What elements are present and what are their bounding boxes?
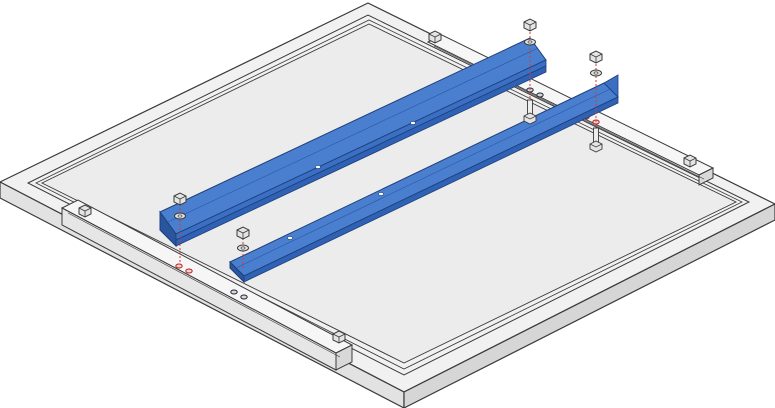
rail-left: [159, 37, 547, 248]
rail-right: [229, 74, 619, 284]
edge-clamp-front: [60, 199, 354, 371]
hardware-stack-4: [589, 50, 603, 77]
